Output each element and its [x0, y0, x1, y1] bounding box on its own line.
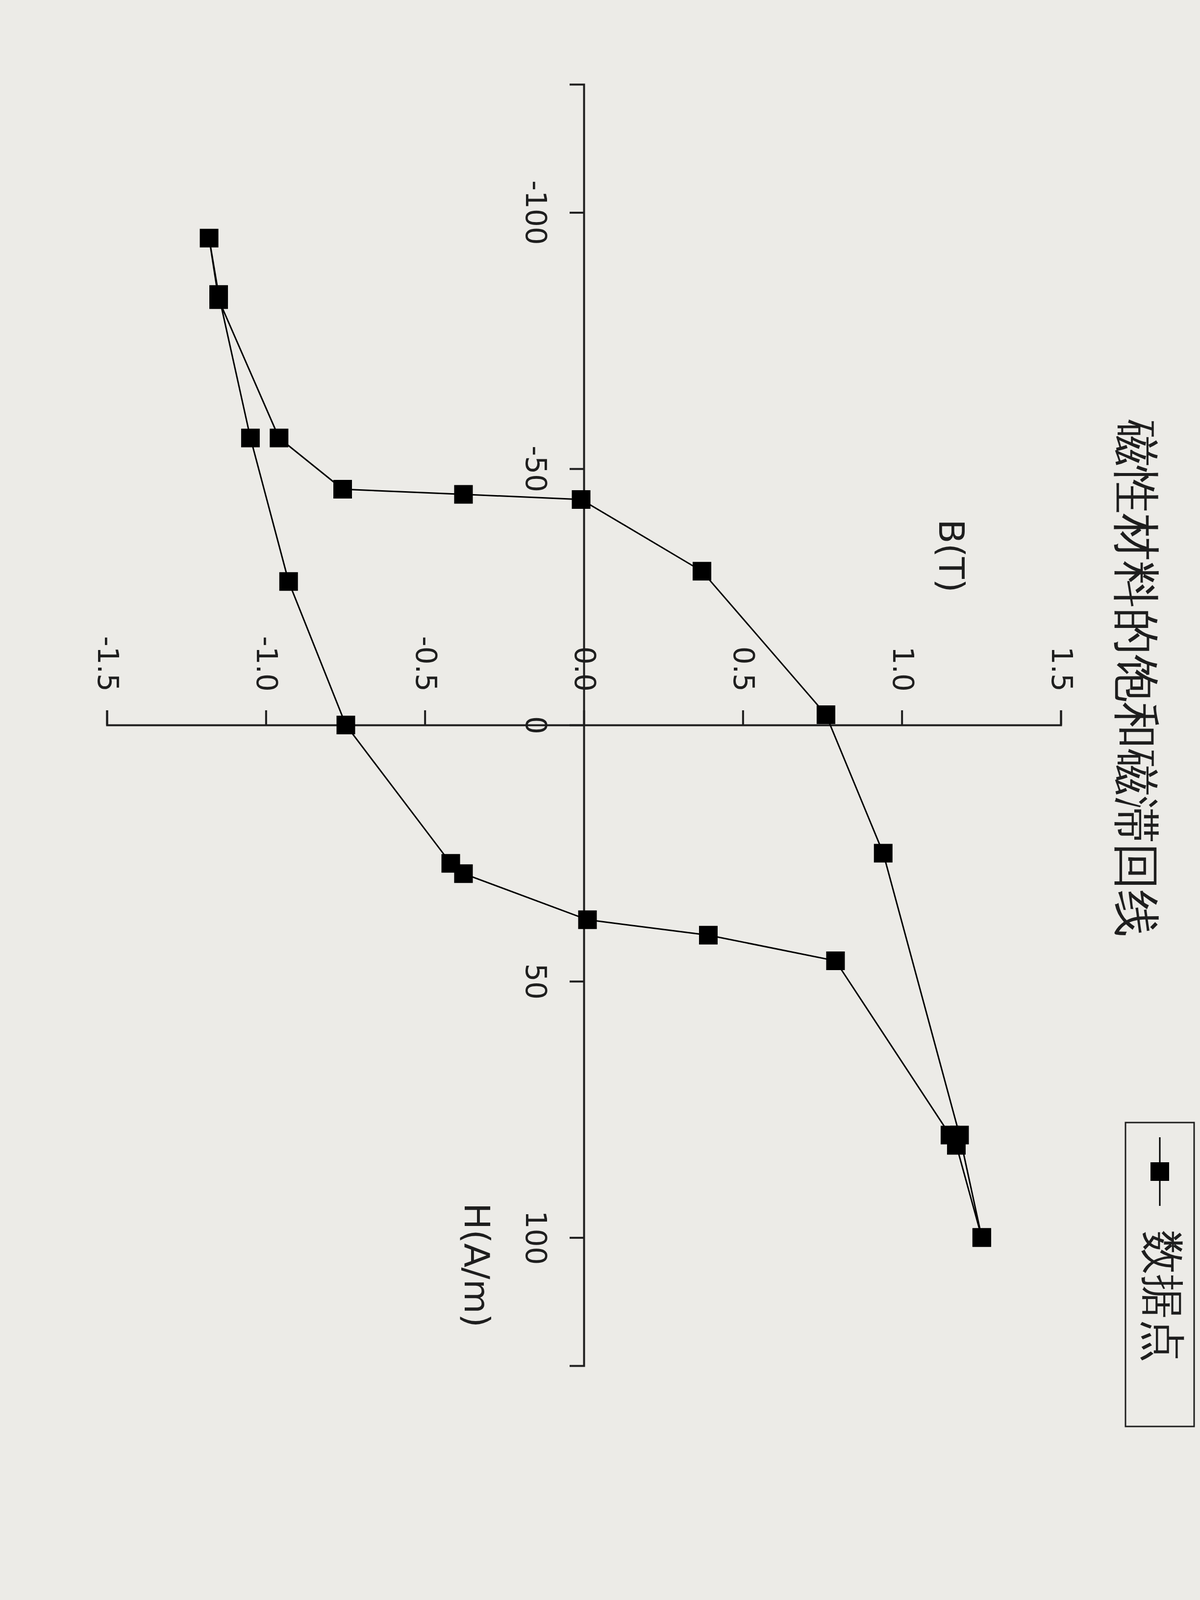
data-point [200, 228, 219, 248]
background [0, 0, 1200, 1600]
data-point [874, 843, 893, 863]
data-point [209, 285, 228, 304]
y-axis-title: B(T) [930, 519, 973, 593]
x-tick: -50 [519, 445, 585, 493]
x-tick-mark [569, 1236, 585, 1239]
y-tick-mark [583, 710, 586, 725]
y-tick-mark [742, 710, 745, 725]
x-tick: -100 [519, 180, 585, 246]
title: 磁性材料的饱和磁滞回线 [1108, 419, 1164, 938]
chart: -100-50050100-1.5-1.0-0.50.00.51.01.5磁性材… [0, 0, 1200, 1600]
legend-label: 数据点 [1137, 1230, 1189, 1363]
data-point [972, 1228, 992, 1248]
data-point [692, 561, 712, 581]
series-line [209, 238, 982, 1238]
y-tick-label: 1.0 [886, 646, 920, 692]
data-point [269, 428, 289, 448]
x-tick-label: 50 [519, 963, 553, 1000]
x-tick-mark [569, 211, 585, 214]
y-axis: -1.5 -1.0 -0.5 0.0 0.5 1.0 1.5 [91, 636, 1079, 726]
y-tick-mark [424, 710, 426, 725]
y-tick-label: 0.0 [568, 646, 602, 692]
y-tick-mark [265, 710, 268, 725]
legend-marker [1150, 1162, 1170, 1181]
y-tick: 0.0 [568, 646, 602, 725]
data-point [279, 572, 299, 591]
chart-rotated: -100-50050100-1.5-1.0-0.50.00.51.01.5磁性材… [91, 84, 1195, 1427]
data-point [577, 910, 597, 929]
x-tick-label: 100 [519, 1210, 553, 1266]
data-point [699, 925, 718, 945]
plot-area [200, 228, 992, 1248]
y-tick: 1.5 [1045, 646, 1079, 725]
data-point [241, 428, 260, 448]
data-point [454, 484, 474, 504]
x-axis-title: H(A/m) [456, 1202, 498, 1328]
data-point [454, 864, 474, 883]
y-tick-label: 1.5 [1045, 646, 1079, 692]
y-tick-mark [1060, 710, 1063, 725]
data-point [336, 715, 356, 735]
y-tick: -1.0 [250, 636, 284, 725]
y-tick: 1.0 [886, 646, 920, 725]
y-tick-label: -1.5 [91, 636, 125, 692]
data-point [572, 490, 591, 509]
y-tick: 0.5 [726, 646, 761, 725]
data-point [972, 1228, 992, 1248]
x-tick-mark [569, 468, 585, 471]
y-tick-label: 0.5 [726, 646, 761, 692]
y-axis-line [107, 710, 1062, 726]
data-point [947, 1135, 966, 1155]
y-tick-mark [106, 710, 109, 725]
data-point [825, 951, 845, 971]
x-tick-label: -50 [519, 445, 553, 493]
y-tick-label: -1.0 [250, 636, 284, 692]
data-point [816, 705, 836, 725]
legend-box [1125, 1122, 1195, 1427]
y-tick-label: -0.5 [409, 636, 443, 692]
x-tick: 50 [519, 963, 585, 1000]
x-tick-mark [569, 980, 585, 983]
x-tick-label: -100 [519, 180, 553, 246]
legend: 数据点 [1125, 1122, 1195, 1427]
data-point [333, 479, 352, 499]
x-tick: 100 [519, 1210, 585, 1266]
y-tick: -0.5 [409, 636, 443, 725]
y-tick-mark [900, 710, 903, 725]
y-tick: -1.5 [91, 636, 125, 725]
